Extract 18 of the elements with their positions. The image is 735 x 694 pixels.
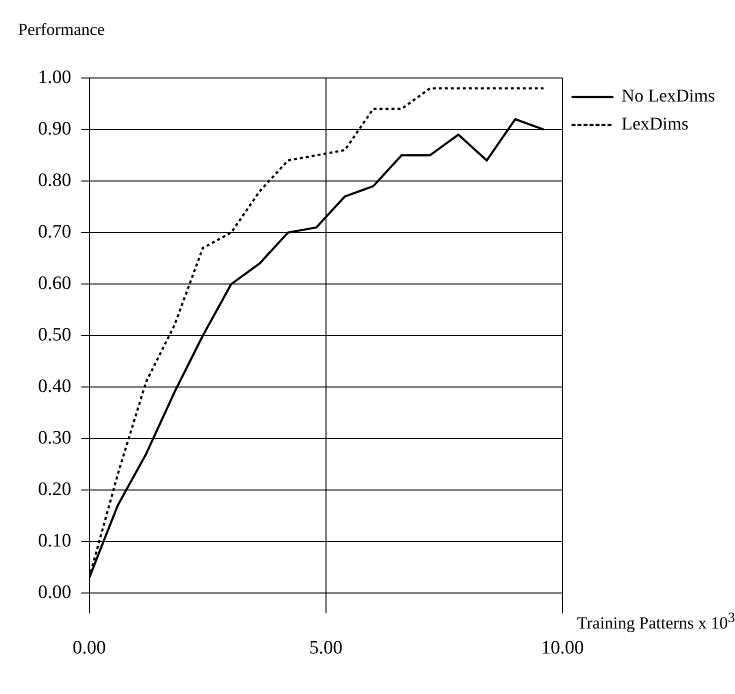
- x-axis-title: Training Patterns x 10$^{3}$: [576, 610, 735, 634]
- legend-label: No LexDims: [622, 86, 716, 106]
- y-tick-label: 0.60: [38, 273, 72, 294]
- y-tick-label: 0.40: [38, 376, 72, 398]
- y-tick-label: 0.30: [38, 428, 72, 449]
- chart-title: Performance: [18, 20, 105, 40]
- x-tick-label: 10.00: [541, 638, 584, 659]
- y-tick-label: 1.00: [38, 66, 72, 88]
- y-tick-label: 0.80: [38, 170, 72, 192]
- y-tick-label: 0.20: [38, 479, 72, 500]
- y-tick-label: 0.10: [38, 530, 72, 552]
- y-tick-label: 0.00: [38, 582, 72, 604]
- legend-label: LexDims: [622, 114, 689, 134]
- x-tick-label: 0.00: [72, 638, 106, 659]
- x-tick-label: 5.00: [309, 638, 343, 659]
- y-tick-label: 0.50: [38, 324, 72, 346]
- y-tick-label: 0.70: [38, 222, 72, 243]
- y-tick-label: 0.90: [38, 118, 72, 140]
